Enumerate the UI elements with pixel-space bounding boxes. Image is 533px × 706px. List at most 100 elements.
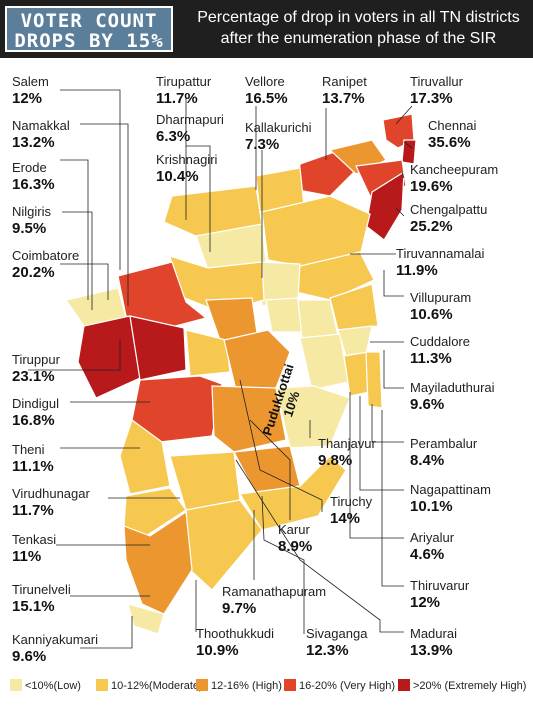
legend-swatch [196, 679, 208, 691]
district-chennai [401, 139, 417, 165]
district-value: 12.3% [306, 642, 349, 659]
district-name: Virudhunagar [12, 486, 90, 501]
label-coimbatore: Coimbatore 20.2% [12, 248, 79, 281]
district-name: Villupuram [410, 290, 472, 305]
district-name: Tiruvannamalai [396, 246, 485, 261]
legend-swatch [96, 679, 108, 691]
legend-item-low: <10%(Low) [10, 679, 81, 695]
label-tiruvannamalai: Tiruvannamalai 11.9% [396, 246, 484, 279]
label-namakkal: Namakkal 13.2% [12, 118, 70, 151]
district-thanjavur [299, 333, 349, 391]
district-value: 35.6% [428, 134, 471, 151]
badge-line-2: DROPS BY 15% [14, 30, 164, 52]
label-ramanathapuram: Ramanathapuram 9.7% [222, 584, 326, 617]
legend-label: >20% (Extremely High) [413, 680, 527, 692]
district-name: Tiruvallur [410, 74, 463, 89]
district-value: 8.4% [410, 452, 445, 469]
label-kanniyakumari: Kanniyakumari 9.6% [12, 632, 98, 665]
district-name: Kancheepuram [410, 162, 499, 177]
district-name: Kallakurichi [245, 120, 312, 135]
legend-label: 12-16% (High) [211, 680, 282, 692]
district-name: Chennai [428, 118, 477, 133]
tamil-nadu-map [28, 89, 417, 649]
legend-item-very-high: 16-20% (Very High) [284, 679, 395, 695]
label-mayiladuthurai: Mayiladuthurai 9.6% [410, 380, 495, 413]
district-value: 7.3% [245, 136, 280, 153]
label-chengalpattu: Chengalpattu 25.2% [410, 202, 487, 235]
district-name: Ranipet [322, 74, 367, 89]
district-value: 9.6% [410, 396, 445, 413]
district-value: 12% [410, 594, 441, 611]
district-name: Thanjavur [318, 436, 376, 451]
legend-swatch [10, 679, 22, 691]
district-value: 10.4% [156, 168, 199, 185]
district-value: 13.7% [322, 90, 365, 107]
district-name: Namakkal [12, 118, 70, 133]
district-value: 9.6% [12, 648, 47, 665]
district-name: Tirunelveli [12, 582, 71, 597]
label-dindigul: Dindigul 16.8% [12, 396, 59, 429]
label-thoothukkudi: Thoothukkudi 10.9% [196, 626, 274, 659]
label-thiruvarur: Thiruvarur 12% [410, 578, 469, 611]
district-value: 13.2% [12, 134, 55, 151]
district-name: Thoothukkudi [196, 626, 275, 641]
legend-item-moderate: 10-12%(Moderate) [96, 679, 203, 695]
district-thoothukkudi [185, 499, 263, 591]
district-value: 11.9% [396, 262, 438, 279]
legend-swatch [284, 679, 296, 691]
district-value: 8.9% [278, 538, 313, 555]
district-name: Ramanathapuram [222, 584, 327, 599]
district-value: 19.6% [410, 178, 453, 195]
label-madurai: Madurai 13.9% [410, 626, 457, 659]
district-value: 16.3% [12, 176, 55, 193]
district-name: Kanniyakumari [12, 632, 98, 647]
district-name: Chengalpattu [410, 202, 488, 217]
district-tiruchy [223, 329, 291, 391]
district-name: Tirupattur [156, 74, 212, 89]
headline-badge: VOTER COUNT DROPS BY 15% [5, 6, 173, 52]
district-coimbatore [77, 315, 141, 399]
legend-label: 16-20% (Very High) [299, 680, 395, 692]
label-ranipet: Ranipet 13.7% [322, 74, 367, 107]
district-nagapattinam [365, 351, 383, 409]
label-krishnagiri: Krishnagiri 10.4% [156, 152, 217, 185]
label-nilgiris: Nilgiris 9.5% [12, 204, 51, 237]
district-name: Vellore [245, 74, 285, 89]
district-name: Salem [12, 74, 49, 89]
legend: <10%(Low) 10-12%(Moderate) 12-16% (High)… [0, 676, 533, 698]
badge-line-1: VOTER COUNT [20, 10, 158, 32]
district-name: Coimbatore [12, 248, 80, 263]
district-value: 9.7% [222, 600, 257, 617]
label-tirunelveli: Tirunelveli 15.1% [12, 582, 71, 615]
label-dharmapuri: Dharmapuri 6.3% [156, 112, 224, 145]
leader-lines [28, 89, 413, 649]
district-tiruppur [129, 315, 187, 381]
label-erode: Erode 16.3% [12, 160, 55, 193]
legend-item-high: 12-16% (High) [196, 679, 282, 695]
label-vellore: Vellore 16.5% [245, 74, 288, 107]
district-value: 9.5% [12, 220, 47, 237]
label-virudhunagar: Virudhunagar 11.7% [12, 486, 90, 519]
district-value: 25.2% [410, 218, 453, 235]
label-cuddalore: Cuddalore 11.3% [410, 334, 470, 367]
district-value: 16.5% [245, 90, 288, 107]
district-pudukkottai [275, 385, 351, 449]
label-theni: Theni 11.1% [12, 442, 54, 475]
district-value: 11.1% [12, 458, 54, 475]
label-kancheepuram: Kancheepuram 19.6% [410, 162, 498, 195]
district-name: Perambalur [410, 436, 478, 451]
district-value: 11.7% [12, 502, 54, 519]
label-nagapattinam: Nagapattinam 10.1% [410, 482, 491, 515]
district-value: 9.8% [318, 452, 353, 469]
district-value: 15.1% [12, 598, 55, 615]
label-chennai: Chennai 35.6% [428, 118, 476, 151]
district-tirunelveli [123, 510, 193, 615]
label-villupuram: Villupuram 10.6% [410, 290, 471, 323]
district-value: 11.3% [410, 350, 452, 367]
district-name: Krishnagiri [156, 152, 218, 167]
label-salem: Salem 12% [12, 74, 49, 107]
district-name: Tiruppur [12, 352, 60, 367]
district-virudhunagar [169, 451, 241, 511]
district-value: 14% [330, 510, 361, 527]
district-value: 11.7% [156, 90, 198, 107]
